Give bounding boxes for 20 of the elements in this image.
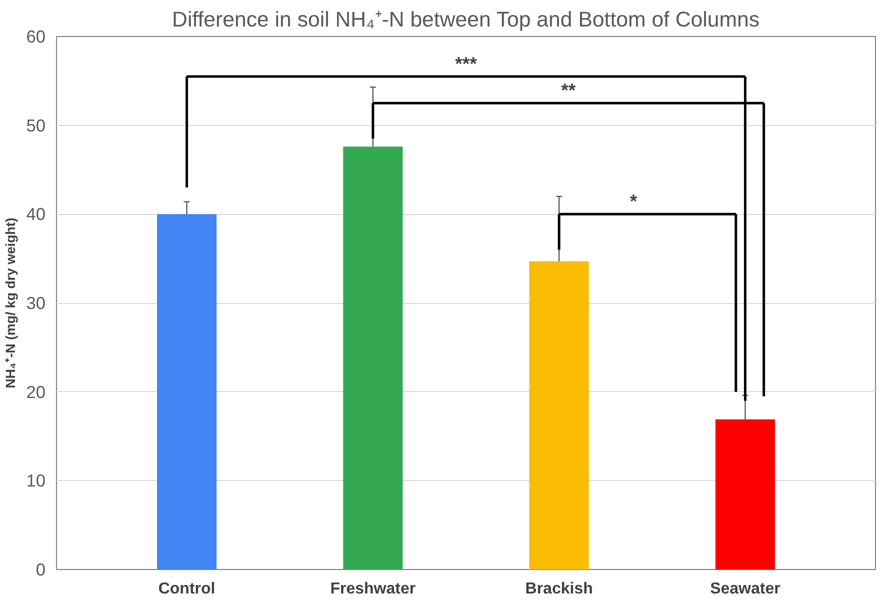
y-axis-title: NH₄⁺-N (mg/ kg dry weight) bbox=[3, 218, 18, 388]
annotation: *** bbox=[455, 52, 478, 74]
bar bbox=[157, 214, 217, 570]
y-tick-label: 10 bbox=[26, 470, 46, 491]
chart-title: Difference in soil NH₄⁺-N between Top and Bottom of Columns bbox=[172, 8, 760, 32]
annotation: * bbox=[630, 190, 638, 212]
x-tick-label: Control bbox=[158, 580, 216, 598]
annotation: ** bbox=[561, 79, 576, 100]
bar bbox=[715, 419, 775, 570]
x-tick-label: Freshwater bbox=[330, 580, 416, 598]
x-tick-label: Seawater bbox=[710, 580, 780, 598]
y-tick-label: 40 bbox=[26, 204, 46, 224]
bar bbox=[529, 261, 589, 570]
bar bbox=[343, 146, 403, 570]
y-tick-label: 0 bbox=[36, 560, 46, 580]
y-tick-label: 20 bbox=[26, 382, 46, 402]
y-tick-label: 60 bbox=[26, 26, 46, 46]
y-tick-label: 50 bbox=[26, 115, 46, 136]
y-tick-label: 30 bbox=[26, 293, 46, 313]
x-tick-label: Brackish bbox=[525, 580, 593, 598]
